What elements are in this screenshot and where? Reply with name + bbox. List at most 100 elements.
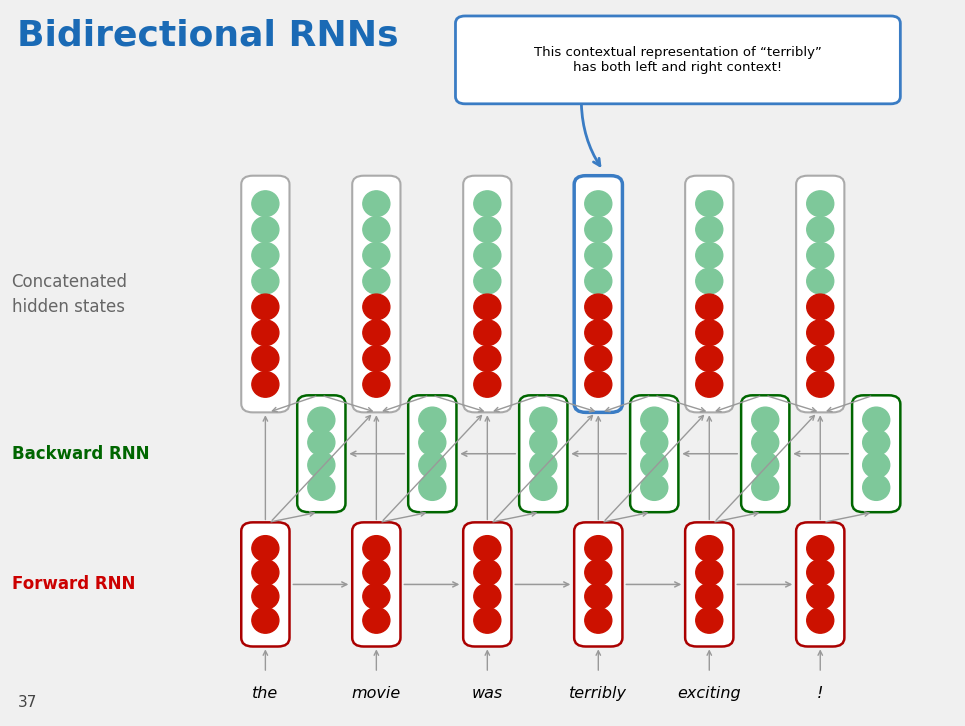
Ellipse shape [308, 475, 335, 500]
FancyBboxPatch shape [463, 523, 511, 646]
Ellipse shape [363, 242, 390, 268]
Ellipse shape [752, 452, 779, 478]
Ellipse shape [252, 372, 279, 397]
FancyBboxPatch shape [241, 176, 290, 412]
FancyBboxPatch shape [352, 176, 400, 412]
Ellipse shape [863, 430, 890, 455]
Ellipse shape [252, 191, 279, 216]
Ellipse shape [252, 269, 279, 294]
Ellipse shape [363, 608, 390, 633]
Ellipse shape [363, 372, 390, 397]
FancyBboxPatch shape [574, 176, 622, 412]
Ellipse shape [696, 242, 723, 268]
Ellipse shape [752, 407, 779, 433]
Ellipse shape [585, 608, 612, 633]
Ellipse shape [696, 269, 723, 294]
Ellipse shape [807, 294, 834, 319]
Ellipse shape [530, 452, 557, 478]
Ellipse shape [807, 536, 834, 561]
Ellipse shape [863, 475, 890, 500]
Ellipse shape [752, 430, 779, 455]
FancyBboxPatch shape [685, 176, 733, 412]
Ellipse shape [585, 584, 612, 609]
Ellipse shape [474, 346, 501, 372]
Ellipse shape [585, 191, 612, 216]
Text: Bidirectional RNNs: Bidirectional RNNs [17, 18, 399, 52]
Ellipse shape [363, 269, 390, 294]
Ellipse shape [807, 320, 834, 346]
Ellipse shape [308, 430, 335, 455]
Ellipse shape [752, 475, 779, 500]
Ellipse shape [252, 320, 279, 346]
Text: Forward RNN: Forward RNN [12, 576, 135, 593]
FancyBboxPatch shape [796, 176, 844, 412]
Ellipse shape [419, 407, 446, 433]
Ellipse shape [641, 430, 668, 455]
Ellipse shape [696, 191, 723, 216]
FancyBboxPatch shape [741, 395, 789, 513]
Ellipse shape [807, 216, 834, 242]
Ellipse shape [863, 452, 890, 478]
Ellipse shape [252, 536, 279, 561]
Ellipse shape [474, 294, 501, 319]
Ellipse shape [696, 372, 723, 397]
Ellipse shape [807, 372, 834, 397]
Ellipse shape [807, 269, 834, 294]
Ellipse shape [252, 346, 279, 372]
FancyBboxPatch shape [297, 395, 345, 513]
Ellipse shape [807, 242, 834, 268]
Ellipse shape [807, 608, 834, 633]
Text: 37: 37 [17, 695, 37, 710]
Ellipse shape [419, 475, 446, 500]
Ellipse shape [696, 608, 723, 633]
Ellipse shape [252, 294, 279, 319]
Ellipse shape [585, 346, 612, 372]
FancyBboxPatch shape [630, 395, 678, 513]
Ellipse shape [474, 191, 501, 216]
Ellipse shape [530, 430, 557, 455]
Ellipse shape [474, 608, 501, 633]
FancyBboxPatch shape [852, 395, 900, 513]
Ellipse shape [363, 584, 390, 609]
Ellipse shape [474, 560, 501, 585]
Ellipse shape [807, 584, 834, 609]
Ellipse shape [807, 346, 834, 372]
Ellipse shape [419, 430, 446, 455]
Ellipse shape [696, 346, 723, 372]
Text: the: the [252, 686, 279, 701]
Ellipse shape [474, 242, 501, 268]
Text: was: was [472, 686, 503, 701]
Ellipse shape [585, 536, 612, 561]
Text: Concatenated
hidden states: Concatenated hidden states [12, 272, 127, 316]
Text: terribly: terribly [569, 686, 627, 701]
Ellipse shape [308, 407, 335, 433]
Ellipse shape [641, 452, 668, 478]
Text: !: ! [817, 686, 823, 701]
Ellipse shape [474, 536, 501, 561]
Ellipse shape [530, 475, 557, 500]
FancyBboxPatch shape [796, 523, 844, 646]
Ellipse shape [696, 584, 723, 609]
FancyBboxPatch shape [352, 523, 400, 646]
Ellipse shape [863, 407, 890, 433]
Ellipse shape [363, 560, 390, 585]
Ellipse shape [252, 560, 279, 585]
Ellipse shape [252, 216, 279, 242]
Ellipse shape [252, 584, 279, 609]
Text: exciting: exciting [677, 686, 741, 701]
Ellipse shape [474, 269, 501, 294]
Ellipse shape [585, 216, 612, 242]
Ellipse shape [696, 294, 723, 319]
Ellipse shape [696, 320, 723, 346]
Ellipse shape [696, 216, 723, 242]
Ellipse shape [585, 372, 612, 397]
FancyBboxPatch shape [241, 523, 290, 646]
Ellipse shape [696, 560, 723, 585]
Ellipse shape [363, 536, 390, 561]
Ellipse shape [585, 560, 612, 585]
Ellipse shape [641, 407, 668, 433]
Ellipse shape [363, 191, 390, 216]
Ellipse shape [807, 191, 834, 216]
Ellipse shape [585, 242, 612, 268]
Ellipse shape [585, 294, 612, 319]
